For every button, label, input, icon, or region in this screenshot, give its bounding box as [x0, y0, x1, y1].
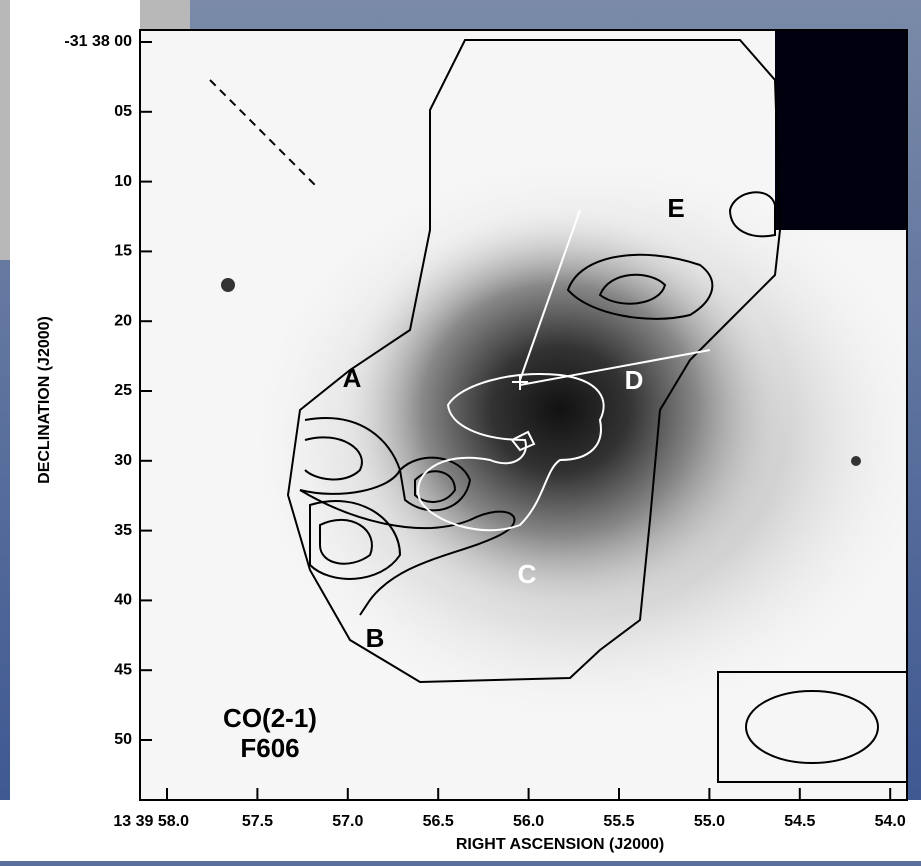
axis-strip	[0, 800, 921, 861]
x-tick-label: 55.5	[603, 813, 634, 830]
contour	[414, 470, 457, 503]
field-boundary	[286, 39, 782, 684]
y-tick-label: -31 38 00	[64, 33, 132, 50]
contour	[598, 273, 667, 305]
white-contours	[417, 209, 711, 532]
y-tick-label: 45	[114, 661, 132, 678]
y-tick-label: 25	[114, 382, 132, 399]
star	[851, 456, 861, 466]
contour	[417, 373, 605, 532]
axis-strip	[10, 0, 140, 861]
x-axis-label: RIGHT ASCENSION (J2000)	[456, 836, 664, 853]
black-overlay	[775, 30, 907, 230]
y-tick-label: 30	[114, 452, 132, 469]
beam	[745, 690, 879, 764]
y-tick-label: 40	[114, 592, 132, 609]
y-tick-label: 20	[114, 312, 132, 329]
caption-line: CO(2-1)	[223, 703, 317, 733]
y-tick-label: 15	[114, 243, 132, 260]
contour	[566, 253, 714, 320]
x-tick-label: 54.5	[784, 813, 815, 830]
y-ticks: -31 38 00 05 10 15 20 25 30 35 40 45 50	[64, 33, 152, 748]
y-axis-label: DECLINATION (J2000)	[36, 316, 53, 484]
contour	[510, 430, 536, 452]
beam-box	[717, 671, 907, 783]
x-tick-label: 56.0	[513, 813, 544, 830]
contour	[319, 518, 373, 565]
y-tick-label: 35	[114, 522, 132, 539]
x-tick-label: 57.0	[332, 813, 363, 830]
contour	[304, 436, 363, 481]
region-label: A	[343, 363, 362, 393]
y-tick-label: 05	[114, 103, 132, 120]
region-label: E	[667, 193, 684, 223]
x-tick-label: 56.5	[423, 813, 454, 830]
contours	[286, 39, 782, 684]
nucleus-marker	[512, 374, 528, 390]
region-label: D	[625, 365, 644, 395]
region-label: C	[518, 559, 537, 589]
x-tick-label: 55.0	[694, 813, 725, 830]
x-tick-label: 57.5	[242, 813, 273, 830]
x-tick-label: 54.0	[875, 813, 906, 830]
star	[221, 278, 235, 292]
y-tick-label: 50	[114, 731, 132, 748]
contour	[398, 456, 472, 512]
image	[209, 30, 907, 783]
y-tick-label: 10	[114, 173, 132, 190]
frame	[139, 29, 908, 801]
x-tick-label: 13 39 58.0	[113, 813, 189, 830]
contour	[299, 489, 516, 616]
contour	[728, 191, 776, 238]
slit	[519, 349, 711, 386]
caption-line: F606	[240, 733, 299, 763]
contour	[309, 500, 402, 580]
x-ticks: 13 39 58.0 57.5 57.0 56.5 56.0 55.5 55.0 54.5 54…	[113, 788, 906, 830]
dashed-line	[209, 79, 316, 186]
galaxy-core	[330, 200, 790, 620]
slit	[519, 209, 581, 381]
region-label: B	[366, 623, 385, 653]
